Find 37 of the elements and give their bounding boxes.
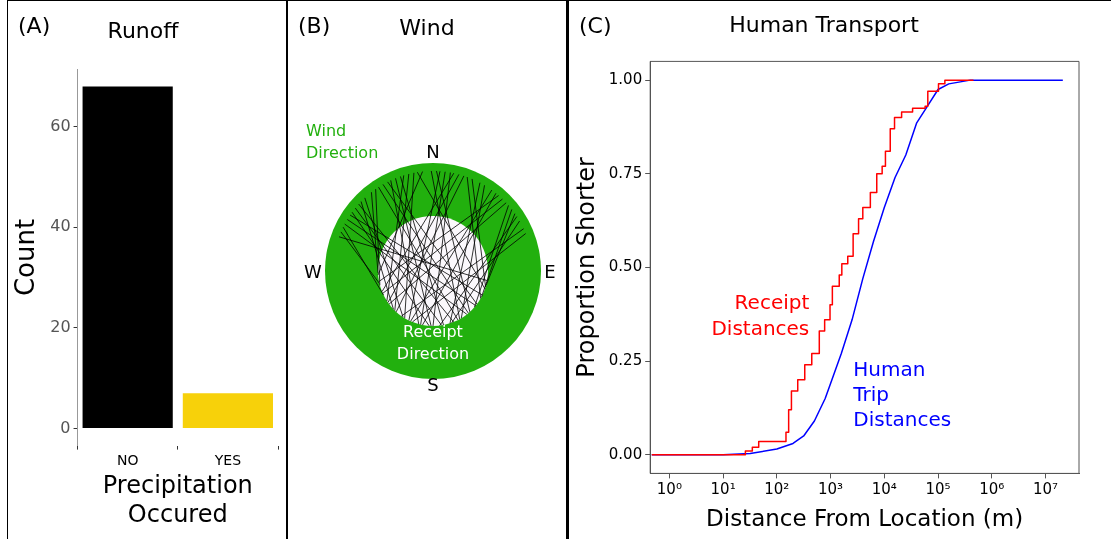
text: (A) xyxy=(18,13,51,38)
x-tick-label: 10⁰ xyxy=(656,480,682,499)
x-axis-title: Distance From Location (m) xyxy=(706,505,1024,532)
y-tick-label: 60 xyxy=(50,115,71,135)
x-tick-label: 10⁴ xyxy=(871,480,897,499)
text: E xyxy=(544,261,556,282)
y-tick-label: 0.50 xyxy=(608,257,643,276)
x-tick-label: YES xyxy=(213,451,242,468)
y-axis-title: Proportion Shorter xyxy=(571,157,600,378)
text: Wind Direction xyxy=(306,121,379,162)
y-tick-label: 0 xyxy=(60,417,71,437)
text: Receipt Direction xyxy=(396,322,470,363)
x-tick-label: 10⁷ xyxy=(1032,480,1059,499)
y-tick-label: 20 xyxy=(50,317,71,337)
x-axis-title: Precipitation Occured xyxy=(102,471,253,528)
text: N xyxy=(426,141,440,162)
text: (C) xyxy=(579,13,612,38)
x-tick-label: NO xyxy=(116,451,139,468)
x-tick-label: 10¹ xyxy=(710,480,736,499)
y-tick-label: 40 xyxy=(50,216,71,236)
series-label: Human Trip Distances xyxy=(852,356,952,431)
x-tick-label: 10² xyxy=(764,480,790,499)
chart-title: Runoff xyxy=(107,17,180,43)
y-axis-title: Count xyxy=(10,218,41,297)
x-tick-label: 10⁵ xyxy=(925,480,951,499)
chart-title: Human Transport xyxy=(729,11,920,37)
text: Wind xyxy=(399,15,455,40)
text: W xyxy=(304,261,323,282)
y-tick-label: 1.00 xyxy=(608,70,643,89)
x-tick-label: 10⁶ xyxy=(979,480,1005,499)
text: (B) xyxy=(298,13,331,38)
y-tick-label: 0.75 xyxy=(608,163,643,182)
x-tick-label: 10³ xyxy=(818,480,844,499)
y-tick-label: 0.25 xyxy=(608,350,643,369)
y-tick-label: 0.00 xyxy=(608,444,643,463)
text: S xyxy=(427,374,439,395)
series-label: Receipt Distances xyxy=(711,290,810,341)
